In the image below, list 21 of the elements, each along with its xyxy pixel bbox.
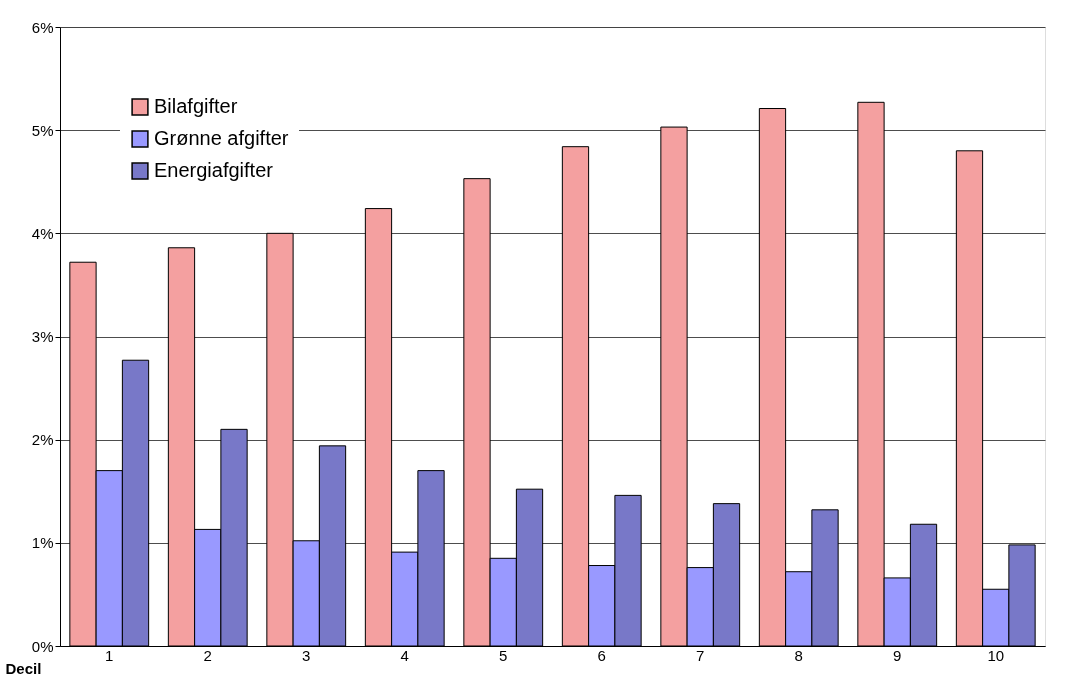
y-tick-label: 4% — [31, 224, 54, 242]
x-tick-label: 10 — [987, 646, 1005, 664]
x-tick-label: 1 — [105, 646, 114, 664]
x-tick-label: 4 — [400, 646, 409, 664]
y-tick-label: 2% — [31, 431, 54, 449]
y-tick-label: 0% — [31, 637, 54, 655]
y-tick-label: 1% — [31, 534, 54, 552]
y-tick-label: 5% — [31, 121, 54, 139]
x-tick-label: 2 — [203, 646, 212, 664]
x-tick-label: 9 — [893, 646, 902, 664]
legend-label: Bilafgifter — [154, 95, 238, 117]
x-axis-title: Decil — [5, 659, 42, 677]
x-tick-label: 5 — [499, 646, 508, 664]
y-tick-label: 6% — [31, 18, 54, 36]
legend-label: Grønne afgifter — [154, 127, 289, 149]
x-tick-label: 8 — [794, 646, 803, 664]
x-tick-label: 3 — [302, 646, 311, 664]
legend-label: Energiafgifter — [154, 159, 274, 181]
x-tick-label: 7 — [696, 646, 705, 664]
x-tick-label: 6 — [597, 646, 606, 664]
y-tick-label: 3% — [31, 328, 54, 345]
